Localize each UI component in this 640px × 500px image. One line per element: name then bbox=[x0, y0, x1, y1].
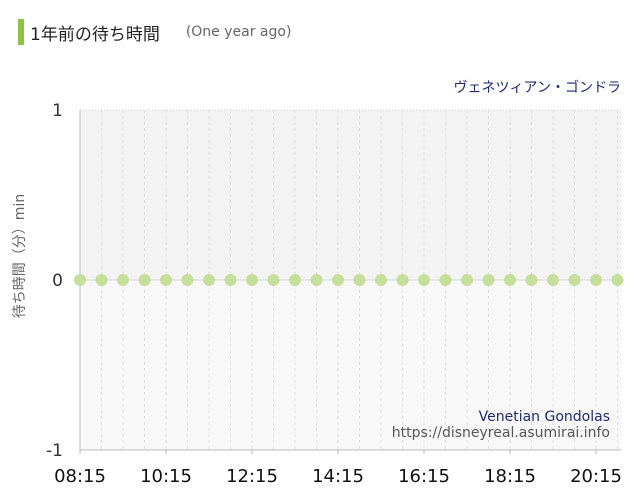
section-subtitle: (One year ago) bbox=[185, 24, 292, 40]
labels: ヴェネツィアン・ゴンドラ Venetian Gondolas https://d… bbox=[12, 79, 621, 441]
plot-area-upper bbox=[80, 110, 621, 280]
x-tick-label: 10:15 bbox=[140, 466, 192, 487]
data-point bbox=[138, 274, 151, 286]
plot-area-lower bbox=[80, 280, 621, 450]
data-point bbox=[224, 274, 237, 286]
accent-bar bbox=[18, 19, 24, 45]
x-tick-label: 12:15 bbox=[226, 466, 278, 487]
section-title: 1年前の待ち時間 bbox=[30, 24, 160, 45]
data-point bbox=[590, 274, 602, 286]
x-tick-label: 14:15 bbox=[312, 466, 364, 487]
data-point bbox=[568, 274, 581, 286]
y-axis-label: 待ち時間（分）min bbox=[12, 194, 28, 318]
data-point bbox=[289, 274, 301, 286]
x-tick-label: 20:15 bbox=[570, 466, 622, 487]
attraction-name-en: Venetian Gondolas bbox=[479, 409, 610, 425]
source-url: https://disneyreal.asumirai.info bbox=[392, 425, 610, 441]
data-point bbox=[160, 274, 172, 286]
data-point bbox=[525, 274, 538, 286]
data-point bbox=[117, 274, 129, 286]
data-point bbox=[611, 274, 624, 286]
data-point bbox=[396, 274, 409, 286]
y-tick-label: -1 bbox=[46, 441, 63, 461]
data-point bbox=[504, 274, 516, 286]
x-tick-label: 08:15 bbox=[54, 466, 106, 487]
data-point bbox=[267, 274, 280, 286]
data-point bbox=[95, 274, 108, 286]
data-point bbox=[461, 274, 473, 286]
plot-background bbox=[80, 110, 621, 450]
x-tick-label: 16:15 bbox=[398, 466, 450, 487]
data-point bbox=[547, 274, 559, 286]
data-point bbox=[181, 274, 194, 286]
attraction-name-ja: ヴェネツィアン・ゴンドラ bbox=[454, 79, 621, 96]
data-point bbox=[353, 274, 366, 286]
axes: 1 0 -1 08:15 10:15 12:15 14:15 16:15 18:15 20:15 bbox=[46, 101, 622, 487]
data-point bbox=[332, 274, 344, 286]
data-point bbox=[439, 274, 452, 286]
data-point bbox=[310, 274, 323, 286]
y-tick-label: 1 bbox=[52, 101, 63, 121]
section-header: 1年前の待ち時間 (One year ago) bbox=[18, 18, 291, 46]
x-tick-label: 18:15 bbox=[484, 466, 536, 487]
y-tick-label: 0 bbox=[52, 271, 63, 291]
data-point bbox=[74, 274, 86, 286]
data-point bbox=[482, 274, 495, 286]
data-point bbox=[203, 274, 215, 286]
data-points bbox=[74, 274, 624, 286]
data-point bbox=[418, 274, 430, 286]
data-point bbox=[375, 274, 387, 286]
data-point bbox=[246, 274, 258, 286]
